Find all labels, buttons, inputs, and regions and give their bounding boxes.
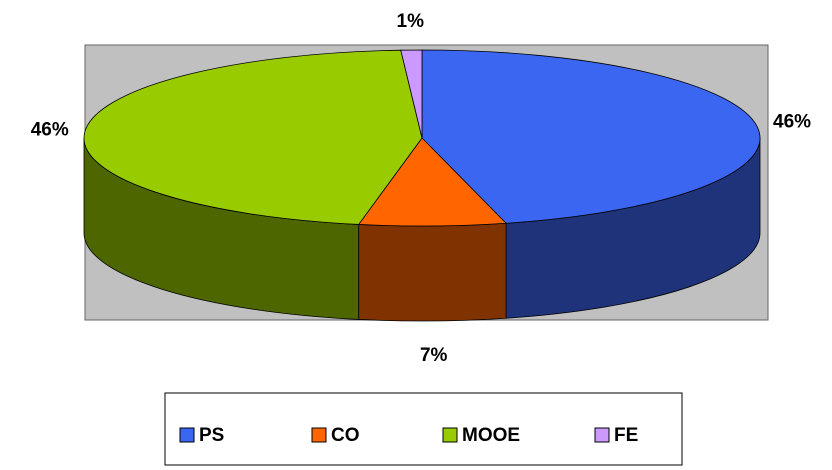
legend-label: CO: [331, 425, 360, 446]
legend-swatch: [594, 427, 610, 443]
legend-swatch: [179, 427, 195, 443]
legend-label: PS: [199, 425, 224, 446]
data-label: 7%: [420, 345, 448, 366]
data-label: 1%: [397, 11, 425, 32]
slice: [83, 49, 423, 225]
data-label: 46%: [773, 112, 811, 133]
data-label: 46%: [31, 119, 69, 140]
slice-side: [358, 222, 507, 322]
slice: [421, 49, 761, 224]
legend-swatch: [442, 427, 458, 443]
legend-swatch: [311, 427, 327, 443]
legend-label: FE: [614, 425, 638, 446]
slice: [357, 137, 507, 227]
legend-label: MOOE: [462, 425, 520, 446]
slice: [400, 49, 423, 139]
